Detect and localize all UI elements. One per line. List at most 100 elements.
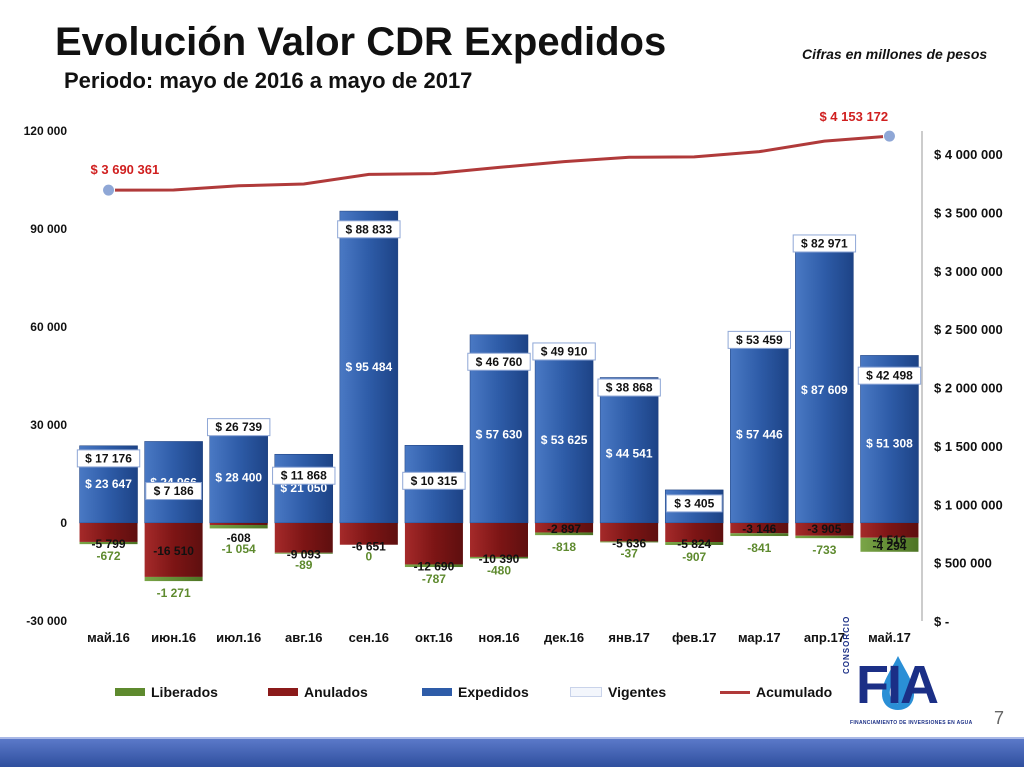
legend-anulados-swatch — [268, 688, 298, 696]
expedidos-bar — [599, 377, 659, 524]
cdr-chart: -30 000 0 30 000 60 000 90 000 120 000 $ - $ 50… — [24, 109, 1003, 645]
liberados-label: -480 — [487, 564, 511, 578]
vigentes-label: $ 46 760 — [476, 355, 523, 369]
vigentes-box — [402, 471, 466, 490]
acumulado-start-label: $ 3 690 361 — [91, 162, 160, 177]
right-tick-label: $ - — [934, 614, 949, 629]
category-label: мар.17 — [738, 630, 781, 645]
category-label: апр.17 — [804, 630, 845, 645]
anulados-bar — [339, 523, 398, 545]
vigentes-label: $ 49 910 — [541, 344, 588, 358]
anulados-label: -16 510 — [153, 544, 194, 558]
anulados-label: -3 146 — [742, 522, 776, 536]
anulados-label: -608 — [227, 531, 251, 545]
category-label: июн.16 — [151, 630, 196, 645]
legend-expedidos: Expedidos — [422, 684, 529, 700]
vigentes-label: $ 82 971 — [801, 236, 848, 250]
liberados-bar — [470, 556, 528, 559]
liberados-bar — [535, 532, 594, 536]
expedidos-label: $ 95 484 — [345, 360, 392, 374]
liberados-bar — [600, 541, 659, 543]
category-label: янв.17 — [608, 630, 650, 645]
right-tick-label: $ 500 000 — [934, 556, 992, 571]
expedidos-bar — [534, 347, 594, 524]
anulados-label: -5 824 — [677, 537, 711, 551]
vigentes-label: $ 26 739 — [215, 420, 262, 434]
anulados-bar — [860, 523, 919, 538]
chart-legend: Liberados Anulados Expedidos Vigentes Ac… — [110, 684, 840, 704]
logo-caption: FINANCIAMIENTO DE INVERSIONES EN AGUA — [850, 720, 973, 726]
vigentes-box — [532, 342, 596, 361]
category-label: сен.16 — [349, 630, 389, 645]
expedidos-label: $ 23 647 — [85, 477, 132, 491]
legend-vigentes-swatch — [570, 687, 602, 697]
liberados-bar — [144, 576, 203, 582]
category-label: июл.16 — [216, 630, 261, 645]
liberados-label: -1 054 — [222, 542, 256, 556]
liberados-label: -37 — [620, 547, 638, 561]
page-title: Evolución Valor CDR Expedidos — [55, 20, 667, 64]
right-tick-label: $ 2 500 000 — [934, 322, 1003, 337]
anulados-bar — [535, 523, 594, 533]
footer-bar — [0, 737, 1024, 767]
right-tick-label: $ 1 000 000 — [934, 497, 1003, 512]
expedidos-label: $ 57 630 — [476, 427, 523, 441]
liberados-label: -89 — [295, 558, 313, 572]
left-tick-label: 120 000 — [24, 124, 68, 138]
liberados-label: -841 — [747, 541, 771, 555]
liberados-label: -907 — [682, 550, 706, 564]
vigentes-label: $ 53 459 — [736, 333, 783, 347]
expedidos-bar — [339, 210, 399, 524]
expedidos-label: $ 44 541 — [606, 447, 653, 461]
consorcio-fia-logo: CONSORCIO FIA FINANCIAMIENTO DE INVERSIO… — [842, 616, 982, 730]
left-tick-label: 30 000 — [30, 418, 67, 432]
expedidos-label: $ 87 609 — [801, 383, 848, 397]
vigentes-box — [76, 449, 141, 468]
right-tick-label: $ 3 000 000 — [934, 264, 1003, 279]
expedidos-bar — [795, 236, 854, 524]
vigentes-label: $ 10 315 — [411, 474, 458, 488]
anulados-bar — [79, 523, 138, 542]
anulados-bar — [730, 523, 789, 534]
page-subtitle: Periodo: mayo de 2016 a mayo de 2017 — [64, 68, 473, 93]
expedidos-label: $ 57 446 — [736, 428, 783, 442]
anulados-label: -6 651 — [352, 540, 386, 554]
category-label: май.16 — [87, 630, 130, 645]
left-tick-label: 0 — [60, 516, 67, 530]
vigentes-box — [857, 366, 922, 385]
vigentes-box — [272, 466, 336, 485]
legend-expedidos-swatch — [422, 688, 452, 696]
liberados-bar — [274, 552, 333, 554]
anulados-bar — [209, 523, 268, 525]
liberados-bar — [730, 533, 789, 537]
legend-liberados-label: Liberados — [151, 684, 218, 700]
vigentes-label: $ 88 833 — [345, 222, 392, 236]
right-tick-label: $ 1 500 000 — [934, 439, 1003, 454]
acumulado-line — [108, 134, 890, 192]
legend-liberados-swatch — [115, 688, 145, 696]
liberados-label: -1 271 — [157, 586, 191, 600]
vigentes-label: $ 3 405 — [674, 496, 714, 510]
right-tick-label: $ 2 000 000 — [934, 381, 1003, 396]
category-label: фев.17 — [672, 630, 717, 645]
anulados-bar — [600, 523, 659, 542]
anulados-bar — [144, 523, 203, 577]
anulados-bar — [404, 523, 463, 565]
liberados-label: -818 — [552, 540, 576, 554]
legend-anulados-label: Anulados — [304, 684, 368, 700]
vigentes-label: $ 17 176 — [85, 451, 132, 465]
liberados-label: -733 — [812, 543, 836, 557]
liberados-bar — [860, 537, 919, 552]
right-tick-label: $ 4 000 000 — [934, 147, 1003, 162]
vigentes-label: $ 42 498 — [866, 369, 913, 383]
expedidos-bar — [730, 335, 789, 524]
vigentes-label: $ 38 868 — [606, 381, 653, 395]
anulados-label: -5 636 — [612, 536, 646, 550]
anulados-bar — [795, 523, 854, 536]
liberados-label: -4 294 — [872, 539, 906, 553]
anulados-label: -3 905 — [807, 522, 841, 536]
anulados-label: -10 390 — [479, 552, 520, 566]
expedidos-bar — [209, 429, 268, 524]
acumulado-start-marker — [102, 183, 116, 197]
legend-acumulado: Acumulado — [720, 684, 832, 700]
